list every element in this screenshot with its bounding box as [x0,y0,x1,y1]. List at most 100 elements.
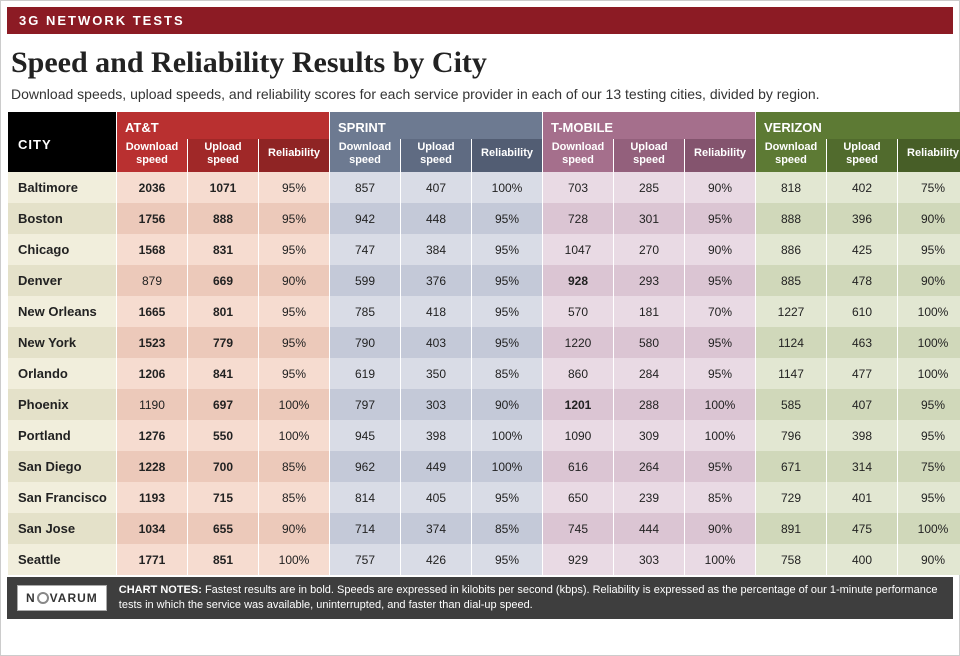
value-cell: 239 [614,482,684,513]
value-cell: 879 [117,265,187,296]
value-cell: 714 [330,513,400,544]
value-cell: 402 [827,172,897,203]
value-cell: 100% [898,513,960,544]
metric-subheader: Downloadspeed [117,139,187,172]
value-cell: 801 [188,296,258,327]
value-cell: 95% [259,203,329,234]
value-cell: 1047 [543,234,613,265]
value-cell: 2036 [117,172,187,203]
value-cell: 942 [330,203,400,234]
value-cell: 831 [188,234,258,265]
value-cell: 650 [543,482,613,513]
value-cell: 90% [898,203,960,234]
carrier-header: VERIZON [756,112,960,139]
metric-subheader: Uploadspeed [614,139,684,172]
carrier-header: AT&T [117,112,329,139]
city-cell: Portland [8,420,116,451]
value-cell: 1071 [188,172,258,203]
value-cell: 100% [259,389,329,420]
value-cell: 95% [472,296,542,327]
value-cell: 403 [401,327,471,358]
value-cell: 1227 [756,296,826,327]
city-cell: Chicago [8,234,116,265]
value-cell: 580 [614,327,684,358]
value-cell: 929 [543,544,613,575]
city-cell: New York [8,327,116,358]
value-cell: 95% [685,358,755,389]
value-cell: 284 [614,358,684,389]
value-cell: 790 [330,327,400,358]
city-cell: New Orleans [8,296,116,327]
metric-subheader: Uploadspeed [401,139,471,172]
city-cell: San Francisco [8,482,116,513]
value-cell: 1771 [117,544,187,575]
value-cell: 396 [827,203,897,234]
value-cell: 303 [614,544,684,575]
value-cell: 757 [330,544,400,575]
value-cell: 405 [401,482,471,513]
page-subtitle: Download speeds, upload speeds, and reli… [11,86,949,102]
metric-subheader: Downloadspeed [330,139,400,172]
value-cell: 715 [188,482,258,513]
table-row: New Orleans166580195%78541895%57018170%1… [8,296,960,327]
value-cell: 95% [259,358,329,389]
city-cell: Denver [8,265,116,296]
value-cell: 90% [898,544,960,575]
value-cell: 478 [827,265,897,296]
value-cell: 95% [685,203,755,234]
value-cell: 95% [472,234,542,265]
value-cell: 100% [472,172,542,203]
value-cell: 888 [756,203,826,234]
value-cell: 728 [543,203,613,234]
value-cell: 945 [330,420,400,451]
value-cell: 350 [401,358,471,389]
value-cell: 90% [685,513,755,544]
value-cell: 407 [827,389,897,420]
value-cell: 1147 [756,358,826,389]
value-cell: 426 [401,544,471,575]
table-row: San Jose103465590%71437485%74544490%8914… [8,513,960,544]
value-cell: 100% [685,389,755,420]
value-cell: 1220 [543,327,613,358]
value-cell: 100% [685,544,755,575]
value-cell: 95% [259,296,329,327]
value-cell: 599 [330,265,400,296]
value-cell: 729 [756,482,826,513]
value-cell: 95% [898,389,960,420]
metric-subheader: Reliability [685,139,755,172]
city-cell: Orlando [8,358,116,389]
value-cell: 95% [259,172,329,203]
value-cell: 745 [543,513,613,544]
value-cell: 85% [685,482,755,513]
value-cell: 270 [614,234,684,265]
value-cell: 448 [401,203,471,234]
value-cell: 100% [472,451,542,482]
value-cell: 619 [330,358,400,389]
table-row: Boston175688895%94244895%72830195%888396… [8,203,960,234]
city-cell: Phoenix [8,389,116,420]
value-cell: 95% [685,451,755,482]
table-row: Seattle1771851100%75742695%929303100%758… [8,544,960,575]
value-cell: 100% [898,327,960,358]
value-cell: 1201 [543,389,613,420]
table-row: Chicago156883195%74738495%104727090%8864… [8,234,960,265]
value-cell: 398 [401,420,471,451]
chart-notes: CHART NOTES: Fastest results are in bold… [119,583,943,613]
value-cell: 418 [401,296,471,327]
value-cell: 95% [259,234,329,265]
value-cell: 95% [685,265,755,296]
value-cell: 75% [898,451,960,482]
value-cell: 841 [188,358,258,389]
city-cell: Boston [8,203,116,234]
value-cell: 550 [188,420,258,451]
value-cell: 449 [401,451,471,482]
table-row: San Diego122870085%962449100%61626495%67… [8,451,960,482]
value-cell: 70% [685,296,755,327]
logo-ring-icon [37,592,49,604]
value-cell: 95% [259,327,329,358]
table-row: Phoenix1190697100%79730390%1201288100%58… [8,389,960,420]
table-row: New York152377995%79040395%122058095%112… [8,327,960,358]
metric-subheader: Reliability [259,139,329,172]
value-cell: 610 [827,296,897,327]
value-cell: 1193 [117,482,187,513]
